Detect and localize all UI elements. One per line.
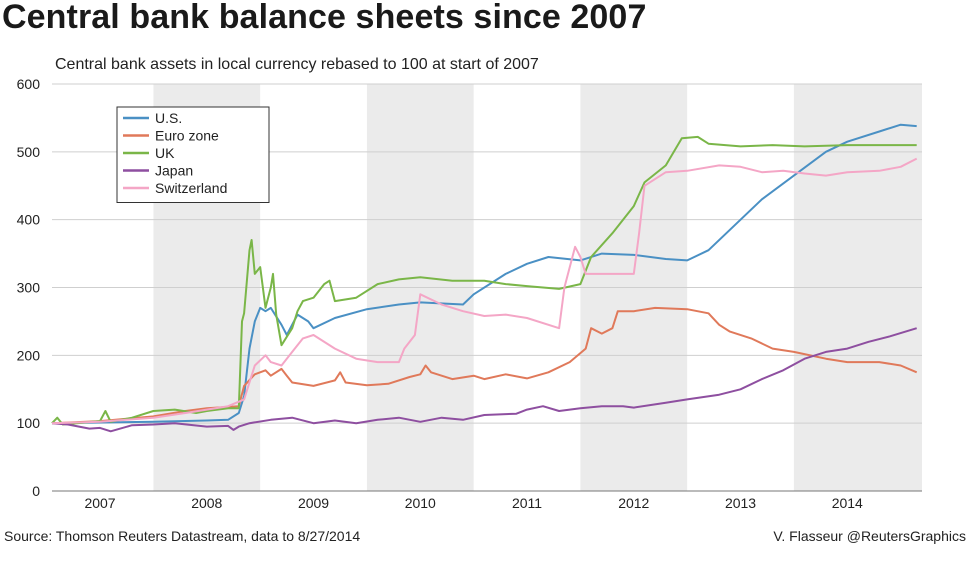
- y-axis-ticks: 0 100 200 300 400 500 600: [17, 76, 41, 499]
- series-line-3: [51, 327, 917, 433]
- y-tick-label-400: 400: [17, 212, 41, 228]
- x-axis-ticks: 2007 2008 2009 2010 2011 2012 2013 2014: [84, 495, 863, 511]
- series-line-1: [51, 306, 918, 425]
- x-tick-label-2014: 2014: [832, 495, 863, 511]
- series-line-2: [51, 135, 917, 426]
- x-tick-label-2010: 2010: [405, 495, 436, 511]
- line-chart: 0 100 200 300 400 500 600 2007 2008 2009 2010 2011…: [17, 76, 922, 511]
- y-tick-label-600: 600: [17, 76, 41, 92]
- x-tick-label-2009: 2009: [298, 495, 329, 511]
- legend-label-4: Switzerland: [155, 180, 227, 196]
- legend-label-3: Japan: [155, 163, 193, 179]
- y-tick-label-100: 100: [17, 415, 41, 431]
- source-note: Source: Thomson Reuters Datastream, data…: [4, 528, 361, 544]
- x-tick-label-2013: 2013: [725, 495, 756, 511]
- gridlines: [52, 83, 922, 492]
- y-tick-label-500: 500: [17, 144, 41, 160]
- series-line-4: [51, 157, 918, 425]
- chart-subtitle: Central bank assets in local currency re…: [55, 56, 539, 73]
- x-tick-label-2011: 2011: [512, 495, 542, 511]
- y-tick-label-0: 0: [32, 483, 40, 499]
- chart-title: Central bank balance sheets since 2007: [2, 0, 647, 36]
- series-lines: [51, 123, 918, 433]
- y-tick-label-200: 200: [17, 347, 41, 363]
- legend-label-0: U.S.: [155, 110, 182, 126]
- x-tick-label-2012: 2012: [618, 495, 649, 511]
- legend-box: [116, 106, 270, 203]
- y-tick-label-300: 300: [17, 280, 41, 296]
- credit-note: V. Flasseur @ReutersGraphics: [773, 528, 966, 544]
- x-tick-label-2008: 2008: [191, 495, 222, 511]
- legend-label-2: UK: [155, 145, 175, 161]
- legend-label-1: Euro zone: [155, 128, 219, 144]
- series-line-0: [51, 123, 917, 425]
- x-tick-label-2007: 2007: [84, 495, 115, 511]
